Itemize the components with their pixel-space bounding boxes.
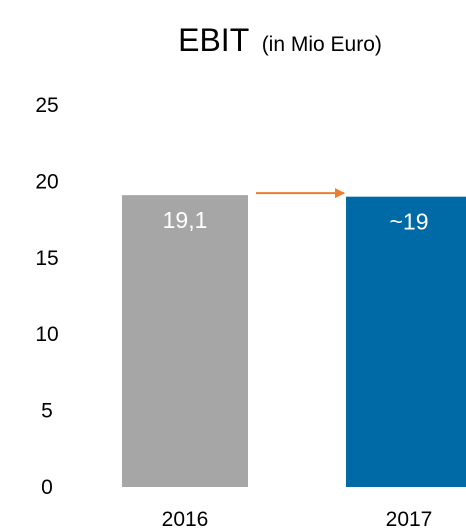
y-tick-label-25: 25 xyxy=(35,94,58,117)
y-tick-label-0: 0 xyxy=(41,476,53,499)
data-label-2016: 19,1 xyxy=(163,207,208,233)
x-axis: 2016 2017 xyxy=(162,508,433,531)
bar-2017 xyxy=(346,196,466,487)
y-axis: 0 5 10 15 20 25 xyxy=(35,94,58,499)
x-tick-label-2017: 2017 xyxy=(386,508,433,531)
data-labels: 19,1 ~19 xyxy=(163,207,429,235)
bar-2016 xyxy=(122,195,248,488)
y-tick-label-15: 15 xyxy=(35,247,58,270)
y-tick-label-10: 10 xyxy=(35,323,58,346)
chart-title: EBIT (in Mio Euro) xyxy=(178,22,382,58)
data-label-2017: ~19 xyxy=(389,209,428,235)
y-tick-label-20: 20 xyxy=(35,170,58,193)
y-tick-label-5: 5 xyxy=(41,400,53,423)
bars xyxy=(122,195,466,488)
x-tick-label-2016: 2016 xyxy=(162,508,209,531)
chart-title-sub: (in Mio Euro) xyxy=(262,33,382,56)
chart-title-main: EBIT xyxy=(178,22,249,58)
